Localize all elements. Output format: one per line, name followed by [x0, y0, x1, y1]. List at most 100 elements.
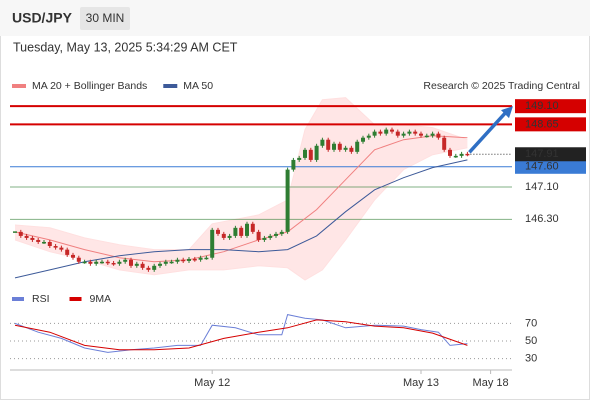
candle	[13, 231, 17, 233]
candle	[123, 259, 128, 262]
band-fill	[15, 97, 468, 280]
candle	[65, 249, 70, 255]
band-lower	[14, 147, 468, 281]
y-tick-label: 50	[525, 335, 537, 347]
candle	[436, 133, 441, 138]
candle	[24, 235, 29, 238]
candle	[76, 257, 81, 262]
candle	[314, 145, 319, 160]
candle	[175, 259, 180, 262]
candle	[279, 231, 284, 234]
x-tick-label: May 13	[403, 377, 439, 389]
level-label: 147.10	[525, 181, 559, 193]
candle	[343, 147, 348, 150]
candle	[94, 261, 99, 264]
candle	[366, 135, 371, 138]
candle	[134, 263, 139, 266]
candle	[152, 265, 157, 270]
candle	[53, 246, 58, 248]
y-tick-label: 30	[525, 352, 537, 364]
candle	[111, 262, 116, 265]
candle	[256, 231, 261, 240]
interval-box	[80, 7, 130, 30]
last-price-box	[515, 147, 586, 162]
candle	[453, 155, 458, 158]
candle	[332, 143, 336, 150]
candle	[378, 131, 383, 134]
candle	[465, 153, 470, 156]
candle	[303, 149, 307, 158]
candle	[291, 159, 296, 170]
legend-label: MA 50	[183, 80, 213, 92]
candle	[59, 247, 64, 250]
candle	[105, 261, 110, 264]
candle	[47, 241, 52, 247]
candle	[459, 153, 464, 156]
candle	[337, 143, 342, 150]
source: Research © 2025 Trading Central	[423, 80, 580, 92]
candle	[216, 229, 220, 234]
projection-arrow	[468, 110, 508, 154]
candle	[158, 263, 162, 266]
last-price-label: 147.91	[525, 148, 559, 160]
candle	[100, 261, 104, 264]
level-label: 147.60	[525, 161, 559, 173]
x-tick-label: May 12	[194, 377, 230, 389]
candle	[245, 223, 249, 236]
candle	[401, 133, 406, 136]
symbol: USD/JPY	[12, 10, 73, 26]
level-box	[515, 99, 586, 114]
level-box	[515, 159, 586, 174]
candle	[430, 133, 435, 136]
candle	[169, 261, 174, 264]
ma-line	[14, 159, 468, 279]
indicator-line	[14, 314, 468, 353]
legend-swatch	[163, 84, 178, 88]
candle	[268, 235, 273, 238]
candle	[361, 137, 365, 142]
level-label: 149.10	[525, 100, 559, 112]
candle	[297, 157, 302, 160]
candle	[42, 241, 46, 244]
candle	[88, 261, 93, 264]
candle	[187, 258, 191, 261]
candle	[308, 149, 313, 160]
indicator-line	[14, 319, 468, 351]
legend-swatch	[69, 297, 82, 301]
candle	[82, 261, 87, 264]
candle	[349, 147, 354, 152]
candle	[419, 133, 423, 136]
candle	[285, 169, 290, 232]
candle	[181, 259, 186, 262]
candle	[227, 235, 232, 238]
candle	[274, 233, 278, 236]
x-tick-label: May 18	[473, 377, 509, 389]
candle	[384, 129, 389, 134]
level-label: 146.30	[525, 213, 559, 225]
legend-label: MA 20 + Bollinger Bands	[32, 80, 147, 92]
arrow-head	[501, 106, 513, 119]
candle	[250, 223, 255, 232]
candle	[407, 131, 412, 134]
candle	[163, 261, 168, 264]
candle	[18, 231, 23, 236]
legend-swatch	[12, 84, 26, 88]
candle	[262, 237, 267, 240]
legend-swatch	[12, 297, 24, 301]
legend-label: RSI	[32, 293, 50, 305]
candle	[448, 149, 452, 156]
candle	[239, 227, 244, 236]
candle	[71, 254, 75, 258]
candle	[233, 227, 238, 236]
candle	[320, 139, 325, 146]
candle	[395, 131, 400, 136]
candle	[117, 261, 122, 264]
candle	[326, 139, 331, 150]
candle	[372, 131, 377, 136]
candle	[413, 131, 418, 134]
candle	[221, 233, 226, 238]
level-box	[515, 117, 586, 132]
candle	[192, 258, 197, 261]
candle	[390, 129, 394, 132]
y-tick-label: 70	[525, 317, 537, 329]
